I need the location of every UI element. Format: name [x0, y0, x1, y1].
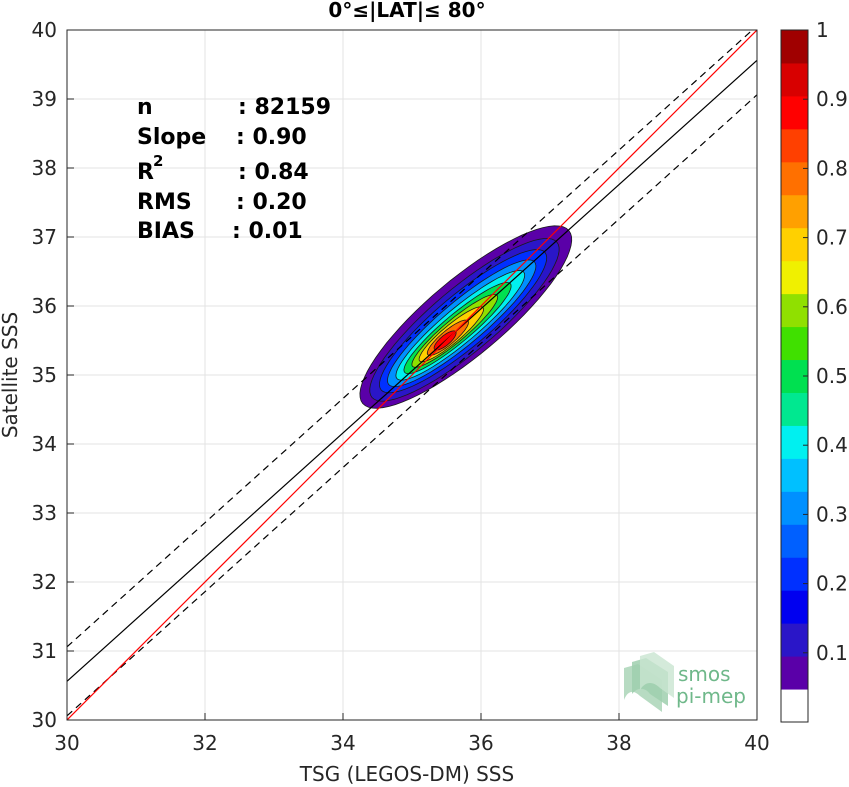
colorbar-tick-label: 0.5	[816, 364, 848, 388]
fit-line	[67, 59, 757, 682]
y-tick-label: 32	[32, 570, 57, 594]
colorbar-segment	[781, 656, 808, 690]
colorbar-segment	[781, 161, 808, 196]
identity-line	[67, 30, 757, 720]
chart-title: 0°≤|LAT|≤ 80°	[328, 0, 485, 22]
fit-lower-bound-line	[67, 94, 757, 717]
colorbar-segment	[781, 194, 808, 229]
colorbar-segment	[781, 458, 808, 492]
stat-bias-value: : 0.01	[232, 219, 303, 244]
colorbar-segment	[781, 95, 808, 130]
y-tick-label: 31	[32, 639, 57, 663]
y-tick-label: 38	[32, 156, 57, 180]
x-tick-label: 34	[330, 731, 355, 755]
colorbar-tick-label: 0.9	[816, 87, 848, 111]
y-axis-label: Satellite SSS	[0, 312, 22, 438]
colorbar-tick-label: 0.1	[816, 641, 848, 665]
colorbar-segment	[781, 128, 808, 163]
regression-lines	[67, 30, 757, 720]
colorbar-segment	[781, 689, 808, 723]
colorbar-segment	[781, 227, 808, 262]
x-tick-label: 40	[744, 731, 769, 755]
stat-slope-value: : 0.90	[236, 125, 307, 150]
x-tick-label: 32	[192, 731, 217, 755]
stat-r2-label: R	[137, 160, 154, 185]
grid	[66, 29, 758, 721]
y-axis: 30 31 32 33 34 35 36 37 38 39 40	[32, 18, 74, 732]
stat-bias-label: BIAS	[137, 219, 195, 244]
y-tick-label: 37	[32, 225, 57, 249]
y-tick-label: 39	[32, 87, 57, 111]
colorbar-tick-label: 1	[816, 18, 829, 42]
colorbar-segment	[781, 293, 808, 328]
colorbar-tick-label: 0.6	[816, 295, 848, 319]
y-tick-label: 36	[32, 294, 57, 318]
colorbar-segment	[781, 557, 808, 591]
colorbar-segment	[781, 425, 808, 459]
logo-waves-icon	[624, 652, 674, 712]
y-tick-label: 35	[32, 363, 57, 387]
colorbar-tick-label: 0.7	[816, 226, 848, 250]
smos-pi-mep-logo: smos pi-mep	[624, 652, 746, 712]
stat-rms-label: RMS	[137, 190, 192, 215]
colorbar-segment	[781, 392, 808, 426]
logo-line2: pi-mep	[676, 684, 746, 708]
colorbar-tick-label: 0.8	[816, 156, 848, 180]
colorbar-segment	[781, 62, 808, 97]
colorbar-tick-label: 0.4	[816, 433, 848, 457]
stats-block: n : 82159 Slope : 0.90 R 2 : 0.84 RMS : …	[137, 95, 331, 244]
colorbar-segment	[781, 30, 808, 64]
x-tick-label: 36	[468, 731, 493, 755]
colorbar-segment	[781, 491, 808, 525]
colorbar	[781, 30, 808, 723]
stat-rms-value: : 0.20	[236, 190, 307, 215]
stat-n-value: : 82159	[238, 95, 331, 120]
x-axis: 30 32 34 36 38 40	[54, 713, 770, 755]
colorbar-segment	[781, 326, 808, 361]
y-tick-label: 30	[32, 708, 57, 732]
colorbar-ticks: 0.1 0.2 0.3 0.4 0.5 0.6 0.7 0.8 0.9 1	[803, 18, 848, 665]
colorbar-tick-label: 0.3	[816, 502, 848, 526]
colorbar-segment	[781, 590, 808, 624]
stat-r2-value: : 0.84	[238, 160, 309, 185]
colorbar-segment	[781, 623, 808, 657]
y-tick-label: 33	[32, 501, 57, 525]
x-tick-label: 30	[54, 731, 79, 755]
logo-line1: smos	[678, 662, 731, 686]
stat-n-label: n	[137, 95, 153, 120]
x-axis-label: TSG (LEGOS-DM) SSS	[299, 762, 514, 786]
y-tick-label: 34	[32, 432, 57, 456]
colorbar-segment	[781, 524, 808, 558]
colorbar-segment	[781, 260, 808, 295]
stat-slope-label: Slope	[137, 125, 206, 150]
x-tick-label: 38	[606, 731, 631, 755]
stat-r2-sup: 2	[153, 152, 163, 170]
y-tick-label: 40	[32, 18, 57, 42]
colorbar-tick-label: 0.2	[816, 572, 848, 596]
fit-upper-bound-line	[67, 30, 754, 648]
